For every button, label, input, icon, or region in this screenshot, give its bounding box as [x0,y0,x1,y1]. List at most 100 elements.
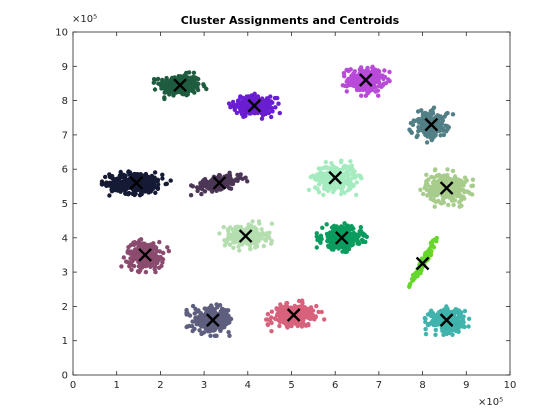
data-point [363,239,368,245]
chart-title: Cluster Assignments and Centroids [181,14,400,27]
data-point [229,234,234,239]
x-tick-label: 10 [504,380,517,391]
data-point [237,105,242,110]
data-point [464,178,469,183]
data-point [326,177,332,182]
x-axis-exponent-label: ×10⁵ [478,397,503,408]
data-point [330,164,336,169]
data-point [453,318,458,323]
data-point [452,191,457,196]
data-point [142,181,147,186]
data-point [201,179,206,184]
data-point [146,189,152,194]
data-point [457,204,462,209]
data-point [259,116,265,121]
data-point [456,193,461,198]
data-point [202,189,208,194]
data-point [224,178,229,183]
data-point [351,74,357,79]
data-point [99,181,105,186]
data-point [427,133,432,138]
data-point [156,182,161,187]
data-point [461,188,466,193]
data-point [272,316,278,321]
data-point [224,239,229,244]
y-axis-exponent-label: ×10⁵ [72,14,97,25]
data-point [193,306,198,312]
data-point [206,182,211,187]
data-point [425,181,430,187]
data-point [149,180,155,185]
data-point [314,231,319,236]
data-point [435,179,440,184]
data-point [408,120,414,126]
data-point [325,183,330,189]
data-point [433,132,438,137]
data-point [191,70,197,76]
data-point [420,114,426,119]
data-point [185,80,190,86]
data-point [295,323,300,329]
data-point [326,243,331,248]
data-point [366,69,371,74]
data-point [227,242,233,247]
data-point [349,184,354,189]
data-point [241,103,246,108]
data-point [159,86,164,91]
data-point [373,89,378,94]
data-point [156,265,162,270]
centroid-15-marker [439,313,454,327]
data-point [201,330,207,335]
data-point [240,176,245,181]
data-point [265,322,270,327]
data-point [415,133,420,138]
data-point [190,303,196,309]
data-point [457,200,462,205]
data-point [462,324,467,329]
data-point [425,193,430,198]
data-point [269,106,275,111]
data-point [309,308,314,313]
data-point [231,179,236,184]
data-point [318,240,323,245]
data-point [190,88,195,94]
data-point [314,234,319,239]
data-point [223,320,228,325]
data-point [341,71,347,76]
data-point [346,76,351,82]
data-point [428,113,433,119]
data-point [166,85,171,91]
data-point [421,191,426,197]
data-point [445,127,450,132]
data-point [357,67,362,72]
data-point [350,226,355,232]
data-point [436,313,441,318]
data-point [231,240,236,245]
data-point [450,195,455,200]
centroid-5-marker [129,176,144,190]
data-point [252,94,257,99]
data-point [347,236,352,241]
data-point [340,83,345,88]
data-point [184,70,189,76]
data-point [376,93,381,98]
data-point [331,235,336,240]
data-point [338,159,344,165]
x-tick-label: 7 [376,380,382,391]
data-point [178,74,184,79]
data-point [439,116,445,122]
data-point [278,302,283,307]
data-point [320,225,325,230]
data-point [224,309,229,314]
data-point [217,231,222,236]
data-point [259,227,264,232]
data-point [277,110,282,116]
data-point [339,183,345,188]
centroid-11-marker [334,230,349,245]
data-point [202,306,207,311]
data-point [470,177,476,182]
data-point [139,242,144,247]
data-point [315,237,320,243]
data-point [428,240,434,246]
data-point [441,132,447,138]
